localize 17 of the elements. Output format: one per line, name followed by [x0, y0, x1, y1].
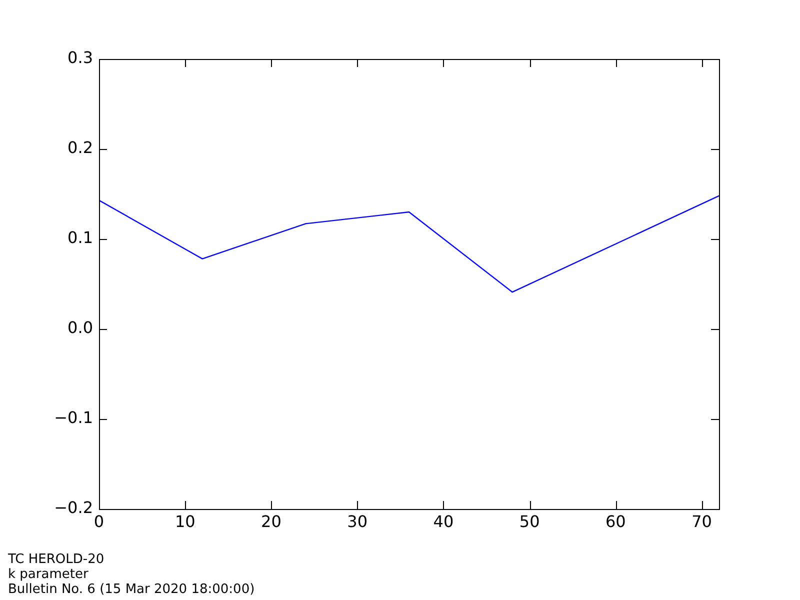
text: TC HEROLD-20: [8, 552, 106, 567]
y-tick-label: 0.1: [68, 228, 93, 248]
x-tick-label: 50: [519, 512, 540, 531]
y-tick-label: 0.3: [68, 48, 93, 68]
x-tick-label: 60: [605, 512, 626, 531]
y-tick-label: −0.1: [54, 408, 93, 428]
y-tick-label: 0.0: [68, 318, 93, 338]
x-tick-label: 70: [692, 512, 712, 531]
x-tick-label: 20: [261, 512, 282, 531]
x-tick-label: 10: [174, 512, 196, 531]
x-tick-label: 0: [94, 512, 104, 531]
x-tick-label: 30: [347, 512, 368, 531]
text: k parameter: [8, 567, 90, 582]
text: Bulletin No. 6 (15 Mar 2020 18:00:00): [8, 582, 255, 597]
y-tick-label: −0.2: [54, 498, 93, 518]
x-tick-label: 40: [433, 512, 454, 531]
y-tick-label: 0.2: [68, 138, 93, 158]
